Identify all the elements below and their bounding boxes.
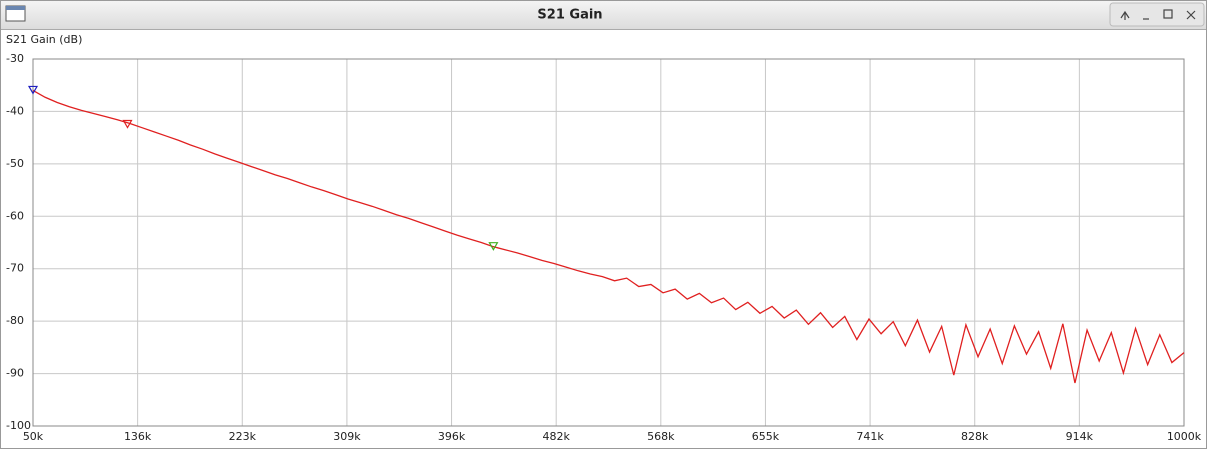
x-tick-label: 828k <box>961 430 989 443</box>
marker <box>27 85 39 95</box>
close-button[interactable] <box>1186 10 1196 20</box>
x-tick-label: 1000k <box>1167 430 1202 443</box>
y-tick-label: -100 <box>6 419 31 432</box>
maximize-button[interactable] <box>1163 9 1173 19</box>
y-axis-label: S21 Gain (dB) <box>6 33 82 46</box>
x-tick-label: 914k <box>1066 430 1094 443</box>
y-tick-label: -60 <box>6 209 24 222</box>
y-tick-label: -50 <box>6 157 24 170</box>
y-tick-label: -90 <box>6 367 24 380</box>
shade-button[interactable] <box>1120 10 1130 20</box>
x-tick-label: 136k <box>124 430 152 443</box>
app-icon <box>5 5 26 22</box>
window-controls <box>1109 2 1205 27</box>
x-tick-label: 482k <box>542 430 570 443</box>
marker <box>122 119 133 129</box>
plot-border <box>32 58 1185 427</box>
x-tick-label: 50k <box>23 430 44 443</box>
title-bar <box>1 1 1206 29</box>
y-tick-label: -30 <box>6 52 24 65</box>
window-title: S21 Gain <box>537 8 602 23</box>
y-tick-label: -40 <box>6 104 24 117</box>
x-tick-label: 655k <box>752 430 780 443</box>
x-tick-label: 396k <box>438 430 466 443</box>
marker <box>488 242 499 251</box>
data-line <box>32 89 1185 384</box>
x-tick-label: 568k <box>647 430 675 443</box>
x-tick-label: 741k <box>856 430 884 443</box>
y-tick-label: -70 <box>6 262 24 275</box>
y-tick-label: -80 <box>6 314 24 327</box>
x-tick-label: 223k <box>229 430 257 443</box>
x-tick-label: 309k <box>333 430 361 443</box>
